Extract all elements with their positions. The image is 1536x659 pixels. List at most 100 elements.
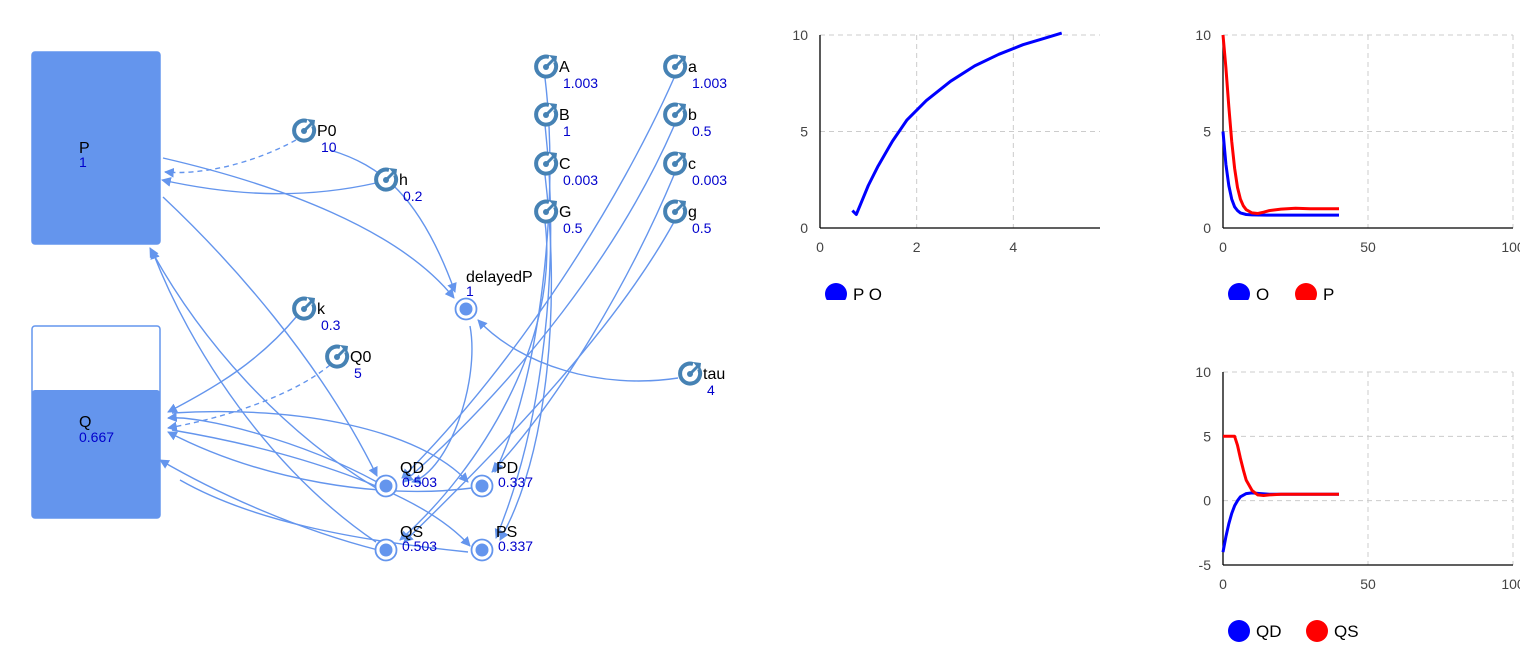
dial-icon bbox=[663, 199, 688, 224]
variable-value: 0.337 bbox=[498, 538, 533, 554]
x-tick-label: 100 bbox=[1501, 239, 1520, 255]
x-tick-label: 0 bbox=[1219, 576, 1227, 592]
variable-QD[interactable]: QD0.503 bbox=[374, 460, 438, 498]
x-tick-label: 50 bbox=[1360, 576, 1376, 592]
y-tick-label: 5 bbox=[800, 124, 808, 140]
chart-time-QDQS: 0 50 100 -5 0 5 10 QD QS bbox=[1195, 364, 1520, 642]
series-line-P-Q bbox=[851, 31, 1063, 216]
x-tick-label: 0 bbox=[1219, 239, 1227, 255]
chart-phase-PQ: 02460510P Q bbox=[792, 27, 1100, 300]
parameter-name: Q0 bbox=[350, 349, 371, 366]
variable-PS[interactable]: PS0.337 bbox=[470, 524, 534, 562]
series-line-Q bbox=[1221, 131, 1339, 217]
chart-grid bbox=[1223, 34, 1514, 228]
dial-icon bbox=[534, 102, 559, 127]
parameter-value: 5 bbox=[354, 365, 362, 381]
parameter-b[interactable]: b0.5 bbox=[663, 102, 712, 139]
parameter-name: h bbox=[399, 172, 408, 189]
stock-Q-value: 0.667 bbox=[79, 429, 114, 445]
parameter-value: 0.003 bbox=[563, 172, 598, 188]
parameter-name: a bbox=[688, 59, 697, 76]
parameter-B[interactable]: B1 bbox=[534, 102, 571, 139]
legend-label: QS bbox=[1334, 622, 1359, 641]
stock-P[interactable]: P 1 bbox=[31, 51, 161, 245]
parameter-name: P0 bbox=[317, 123, 337, 140]
y-tick-label: 5 bbox=[1203, 428, 1211, 444]
legend-label: P Q bbox=[853, 285, 882, 300]
parameter-a[interactable]: a1.003 bbox=[663, 54, 727, 91]
parameter-C[interactable]: C0.003 bbox=[534, 151, 598, 188]
legend-label: P bbox=[1323, 285, 1334, 300]
parameter-name: tau bbox=[703, 366, 725, 383]
parameter-name: G bbox=[559, 204, 571, 221]
variable-PD[interactable]: PD0.337 bbox=[470, 460, 534, 498]
stock-Q[interactable]: Q 0.667 bbox=[31, 325, 161, 519]
y-tick-label: 10 bbox=[1195, 27, 1211, 43]
legend-marker bbox=[1228, 620, 1250, 642]
variable-QS[interactable]: QS0.503 bbox=[374, 524, 438, 562]
parameter-value: 1.003 bbox=[563, 75, 598, 91]
parameter-Q0[interactable]: Q05 bbox=[325, 344, 371, 381]
parameter-value: 0.5 bbox=[563, 220, 583, 236]
y-tick-label: 10 bbox=[792, 27, 808, 43]
x-tick-label: 4 bbox=[1009, 239, 1017, 255]
parameter-value: 0.3 bbox=[321, 317, 341, 333]
parameter-name: C bbox=[559, 156, 571, 173]
y-tick-label: 0 bbox=[800, 220, 808, 236]
legend-item[interactable]: Q bbox=[1228, 283, 1269, 300]
variable-name: PS bbox=[496, 524, 517, 541]
variable-name: QD bbox=[400, 460, 424, 477]
parameter-g[interactable]: g0.5 bbox=[663, 199, 712, 236]
parameter-h[interactable]: h0.2 bbox=[374, 167, 423, 204]
variable-value: 0.503 bbox=[402, 538, 437, 554]
variable-name: PD bbox=[496, 460, 518, 477]
parameter-A[interactable]: A1.003 bbox=[534, 54, 598, 91]
legend-item[interactable]: QS bbox=[1306, 620, 1359, 642]
parameter-value: 10 bbox=[321, 139, 337, 155]
variable-icon bbox=[470, 538, 494, 562]
legend-marker bbox=[825, 283, 847, 300]
parameter-c[interactable]: c0.003 bbox=[663, 151, 727, 188]
legend-item[interactable]: P Q bbox=[825, 283, 882, 300]
stock-Q-name: Q bbox=[79, 414, 91, 431]
variable-value: 0.337 bbox=[498, 474, 533, 490]
parameter-G[interactable]: G0.5 bbox=[534, 199, 583, 236]
variable-icon bbox=[374, 474, 398, 498]
legend-marker bbox=[1306, 620, 1328, 642]
parameter-value: 4 bbox=[707, 382, 715, 398]
series-line-P bbox=[1221, 34, 1339, 215]
y-tick-label: -5 bbox=[1199, 557, 1212, 573]
dial-icon bbox=[534, 151, 559, 176]
parameter-k[interactable]: k0.3 bbox=[292, 296, 341, 333]
chart-time-QP: 0 50 100 0 5 10 Q P bbox=[1195, 27, 1520, 300]
dial-icon bbox=[374, 167, 399, 192]
variable-value: 1 bbox=[466, 283, 474, 299]
legend-item[interactable]: QD bbox=[1228, 620, 1282, 642]
variable-name: delayedP bbox=[466, 269, 533, 286]
chart-grid bbox=[1223, 371, 1514, 565]
legend-marker bbox=[1228, 283, 1250, 300]
dial-icon bbox=[534, 199, 559, 224]
parameter-value: 0.003 bbox=[692, 172, 727, 188]
y-tick-label: 10 bbox=[1195, 364, 1211, 380]
variable-value: 0.503 bbox=[402, 474, 437, 490]
series-line-QD bbox=[1221, 491, 1339, 553]
variable-name: QS bbox=[400, 524, 423, 541]
x-tick-label: 2 bbox=[913, 239, 921, 255]
y-tick-label: 0 bbox=[1203, 220, 1211, 236]
dial-icon bbox=[534, 54, 559, 79]
y-tick-label: 5 bbox=[1203, 124, 1211, 140]
parameter-name: B bbox=[559, 107, 570, 124]
legend-item[interactable]: P bbox=[1295, 283, 1334, 300]
legend-marker bbox=[1295, 283, 1317, 300]
chart-grid bbox=[820, 34, 1100, 228]
variable-icon bbox=[454, 297, 478, 321]
legend-label: Q bbox=[1256, 285, 1269, 300]
legend-label: QD bbox=[1256, 622, 1282, 641]
parameter-value: 1 bbox=[563, 123, 571, 139]
variable-icon bbox=[374, 538, 398, 562]
